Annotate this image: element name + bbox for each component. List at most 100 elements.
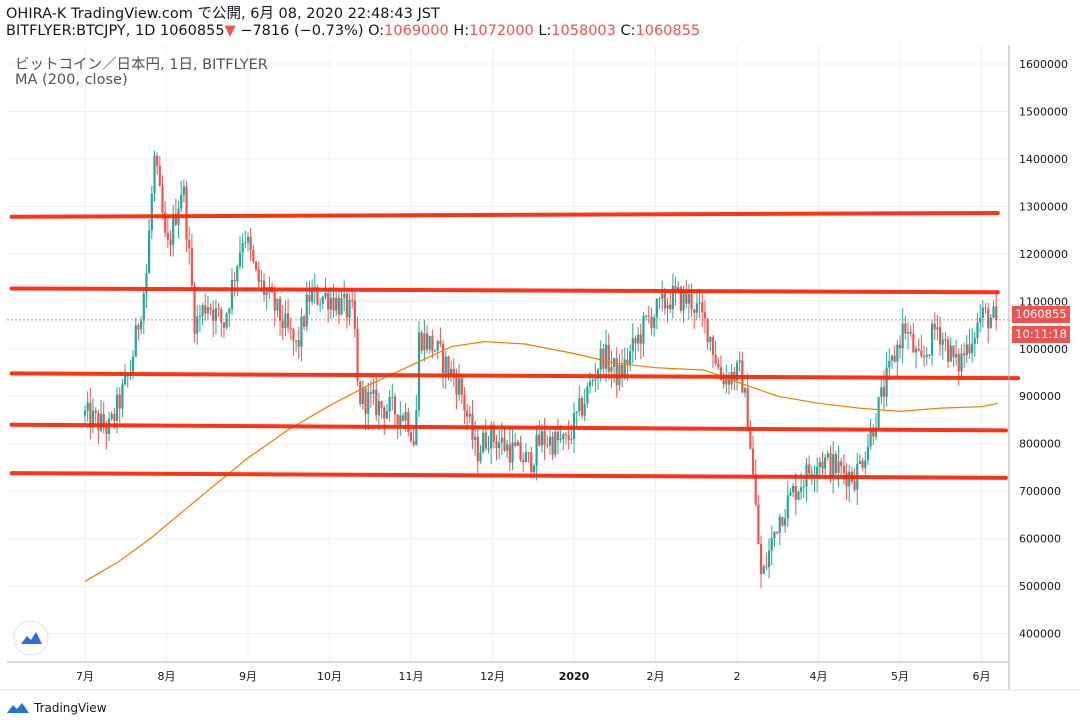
candle-body	[717, 363, 720, 368]
candle-body	[928, 354, 931, 356]
candle-body	[431, 335, 434, 352]
candle-body	[174, 214, 177, 225]
price-tick-label: 600000	[1019, 533, 1061, 546]
candle-body	[449, 368, 453, 375]
candle-body	[156, 155, 159, 167]
time-tick-label: 4月	[810, 670, 828, 683]
candle-body	[896, 344, 899, 362]
candle-body	[992, 306, 995, 318]
candle-body	[848, 471, 851, 487]
candle-body	[289, 327, 292, 330]
candle-body	[519, 442, 522, 461]
price-axis[interactable]: 400000 500000 600000 700000 800000 900000 1000…	[1019, 58, 1068, 641]
candle-body	[957, 354, 960, 372]
candle-body	[209, 307, 212, 310]
candle-body	[137, 325, 140, 330]
candle-body	[679, 287, 682, 311]
candle-body	[604, 344, 608, 369]
candle-body	[340, 298, 343, 315]
candle-body	[832, 454, 835, 478]
candle-body	[503, 437, 506, 451]
time-tick-label: 10月	[317, 670, 342, 683]
candle-body	[775, 531, 779, 533]
candle-body	[671, 285, 674, 310]
candle-body	[514, 442, 517, 447]
candle-body	[145, 273, 148, 294]
candle-body	[548, 436, 552, 446]
candle-body	[241, 243, 244, 253]
candle-body	[343, 293, 346, 299]
candle-body	[236, 266, 239, 282]
candle-body	[530, 452, 533, 473]
candle-body	[842, 466, 845, 474]
candle-body	[754, 474, 757, 505]
candle-body	[257, 269, 260, 282]
low-value: 1058003	[551, 23, 616, 39]
price-change: −7816 (−0.73%)	[240, 23, 364, 39]
candle-body	[682, 290, 685, 311]
last-price-badge: 1060855	[1012, 306, 1070, 323]
candle-body	[506, 444, 509, 451]
candle-body	[220, 309, 223, 323]
price-tick-label: 1400000	[1019, 153, 1068, 166]
candle-body	[393, 396, 397, 415]
footer-brand-label: TradingView	[34, 701, 107, 715]
candle-body	[166, 232, 169, 240]
candle-body	[508, 444, 511, 463]
candle-body	[981, 307, 984, 318]
candle-body	[960, 353, 963, 372]
candle-body	[829, 453, 832, 478]
candle-body	[182, 186, 185, 196]
candle-body	[375, 389, 378, 416]
candle-body	[722, 380, 725, 385]
plot-area[interactable]	[7, 45, 1009, 662]
candle-body	[751, 448, 755, 475]
candle-body	[361, 388, 365, 405]
candle-body	[113, 413, 116, 421]
candle-body	[319, 303, 322, 305]
open-value: 1069000	[384, 23, 449, 39]
candle-body	[580, 398, 584, 416]
open-label: O:	[368, 23, 385, 39]
candle-body	[882, 387, 886, 397]
price-tick-label: 900000	[1019, 390, 1061, 403]
candle-body	[559, 438, 562, 441]
candle-body	[308, 294, 311, 302]
candle-body	[556, 431, 560, 441]
candle-body	[914, 348, 918, 353]
candle-body	[105, 426, 108, 434]
legend-symbol[interactable]: ビットコイン／日本円, 1日, BITFLYER	[15, 57, 268, 73]
candle-body	[230, 279, 234, 310]
candle-body	[834, 454, 837, 473]
candle-body	[484, 432, 487, 449]
legend-indicator[interactable]: MA (200, close)	[15, 72, 128, 88]
candle-body	[425, 333, 429, 350]
candle-body	[324, 292, 327, 297]
candle-body	[738, 360, 741, 363]
candle-body	[249, 236, 252, 250]
footer-brand[interactable]: TradingView	[6, 701, 107, 715]
candle-body	[252, 249, 255, 262]
candle-body	[706, 318, 709, 343]
candle-body	[567, 435, 570, 440]
down-arrow-icon: ▼	[224, 23, 236, 39]
candle-body	[642, 316, 645, 344]
grid-lines	[7, 45, 1009, 662]
candle-body	[874, 427, 878, 437]
time-axis[interactable]: 7月 8月 9月 10月 11月 12月 2020 2月 2 4月 5月 6月	[76, 670, 991, 683]
candle-body	[824, 457, 827, 469]
candle-body	[164, 212, 167, 233]
candle-body	[901, 323, 904, 349]
candle-body	[840, 461, 843, 467]
candle-body	[292, 329, 295, 341]
candle-body	[172, 214, 175, 246]
candle-body	[693, 309, 696, 313]
tradingview-logo-icon	[7, 703, 29, 713]
high-label: H:	[453, 23, 470, 39]
close-value: 1060855	[635, 23, 701, 39]
candle-body	[377, 401, 381, 416]
candle-body	[658, 298, 661, 300]
candle-body	[158, 166, 161, 187]
candle-body	[663, 293, 666, 309]
